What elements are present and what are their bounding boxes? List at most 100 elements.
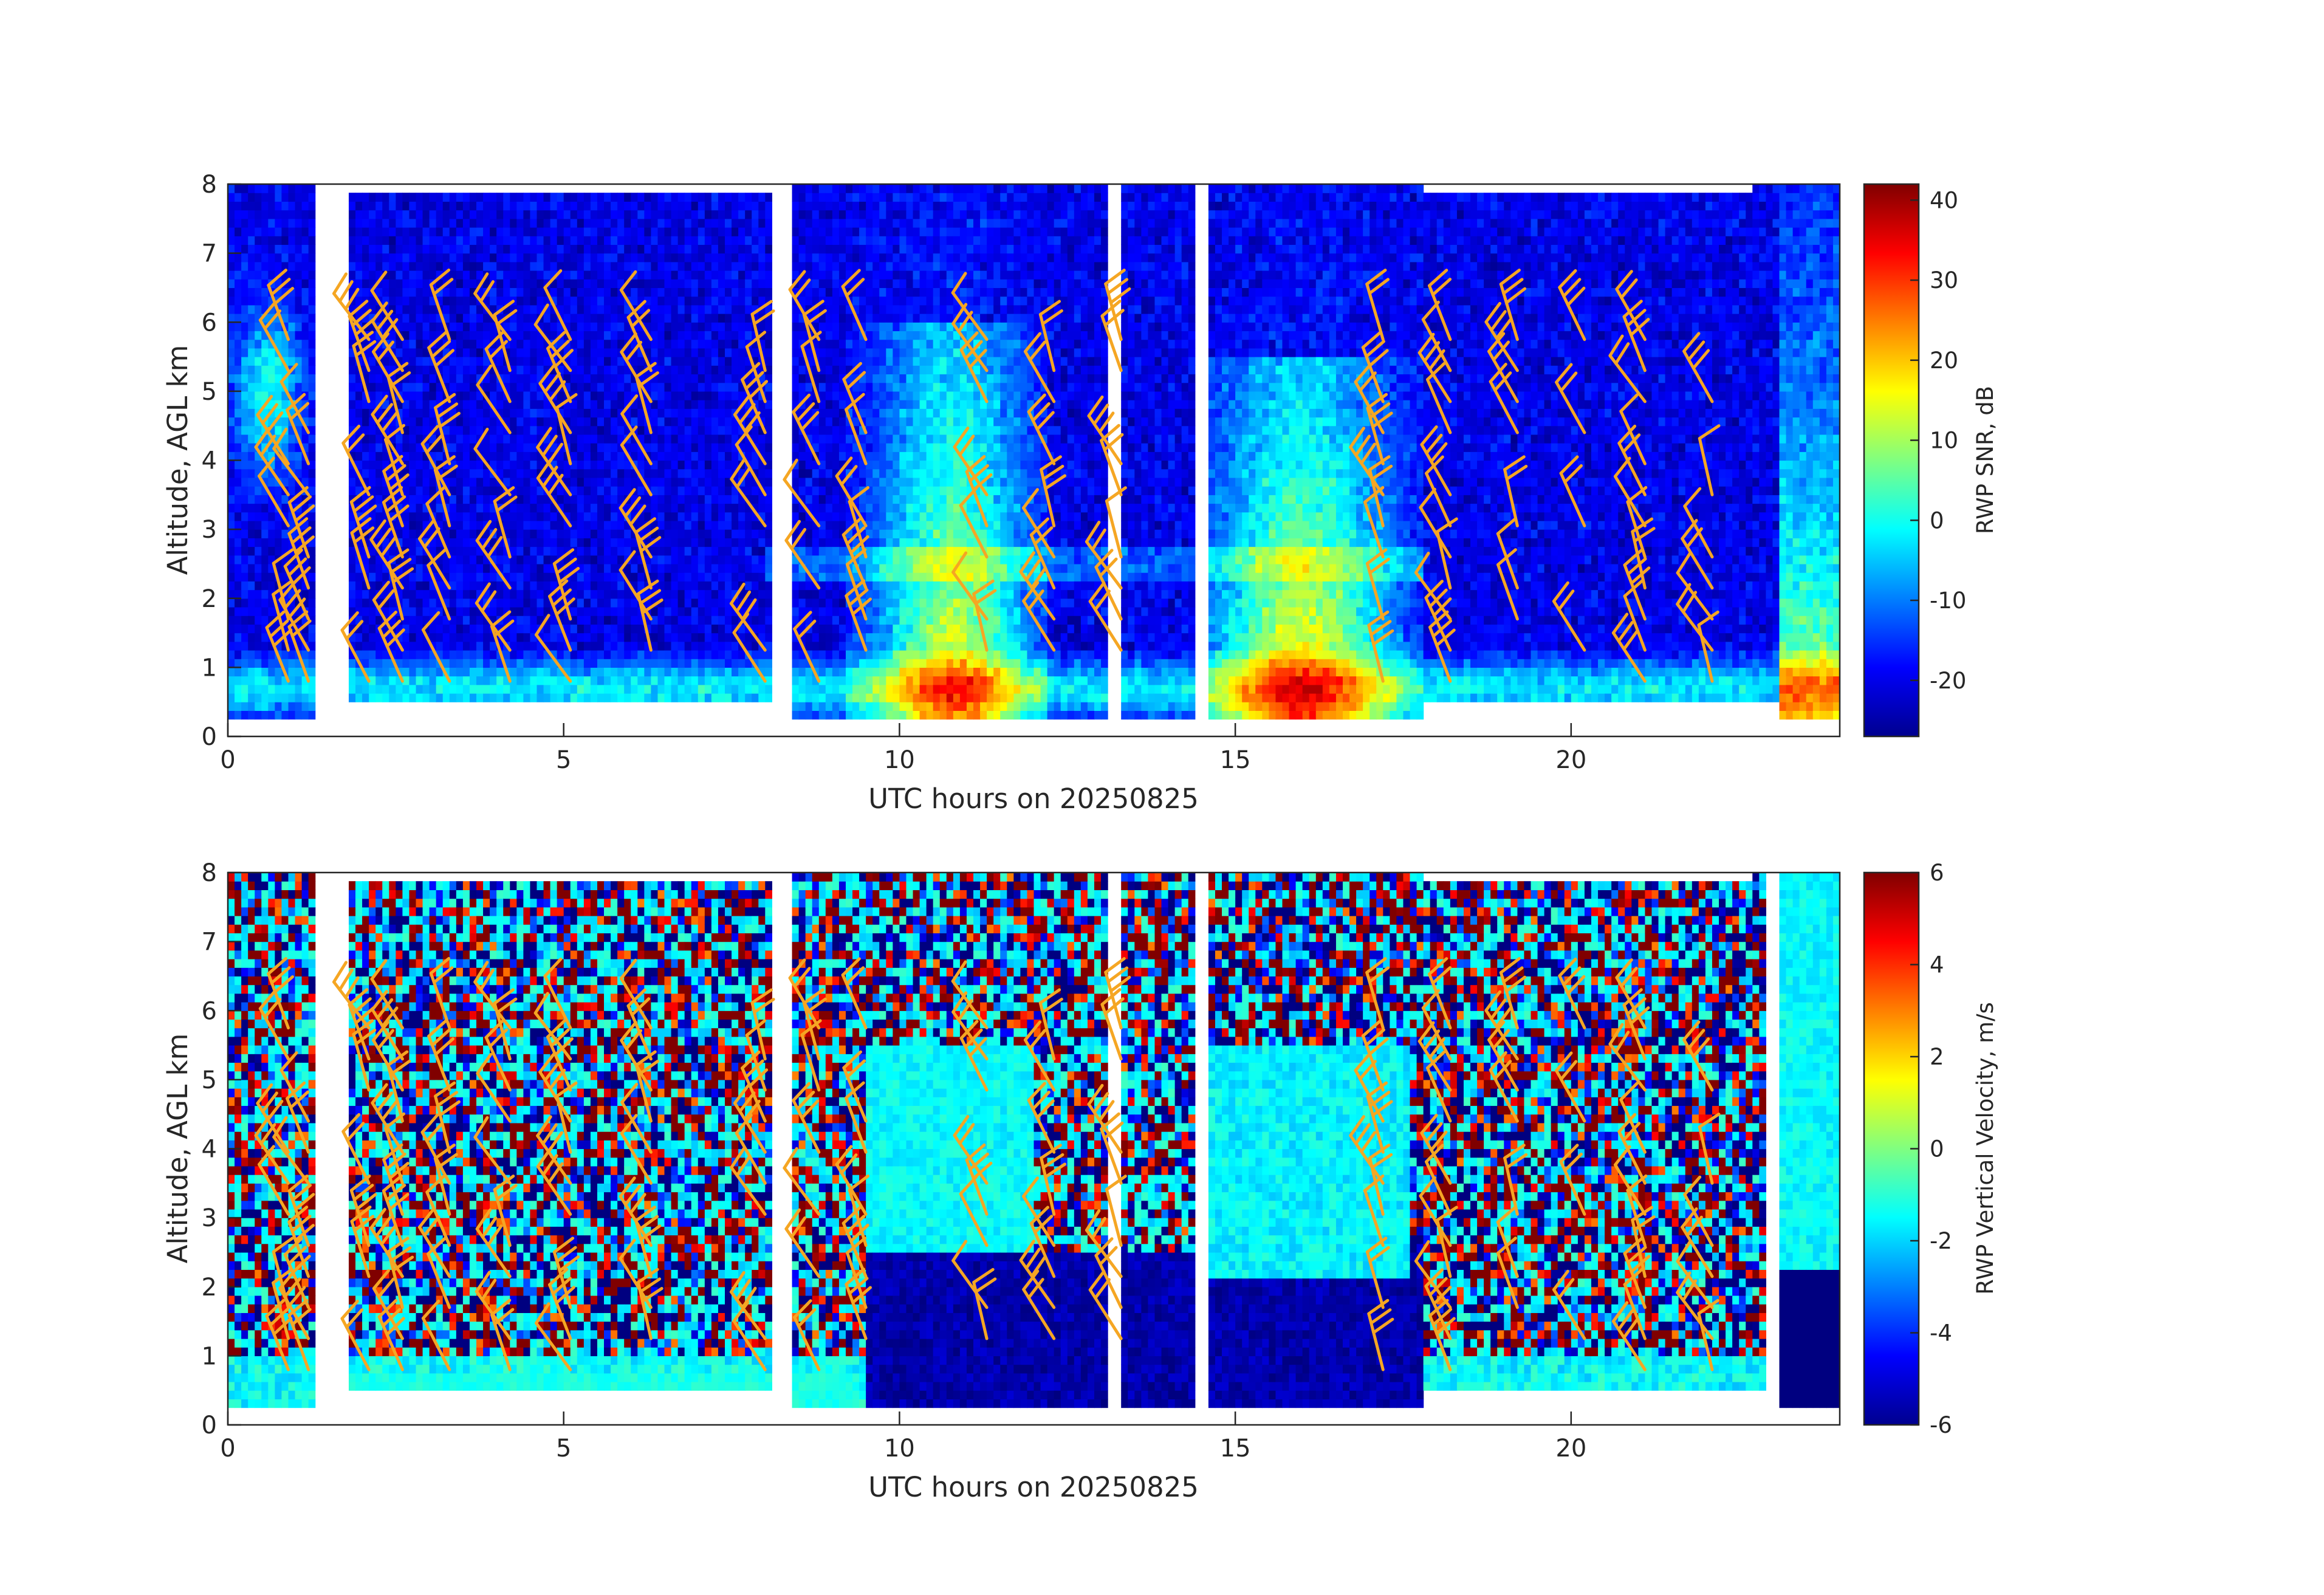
heatmap-cell: [651, 434, 659, 444]
heatmap-cell: [536, 270, 544, 280]
heatmap-cell: [577, 676, 584, 685]
heatmap-cell: [402, 667, 410, 677]
heatmap-cell: [429, 468, 437, 478]
heatmap-cell: [295, 279, 303, 289]
heatmap-cell: [456, 244, 464, 254]
heatmap-cell: [792, 391, 800, 400]
heatmap-cell: [476, 581, 484, 591]
heatmap-cell: [611, 693, 618, 702]
heatmap-cell: [523, 304, 531, 314]
heatmap-cell: [604, 227, 611, 236]
heatmap-cell: [570, 598, 578, 608]
heatmap-cell: [651, 486, 659, 495]
heatmap-cell: [671, 400, 679, 409]
heatmap-cell: [590, 339, 598, 349]
heatmap-cell: [597, 322, 605, 332]
heatmap-cell: [255, 477, 262, 487]
heatmap-cell: [577, 546, 584, 556]
heatmap-cell: [396, 538, 403, 547]
heatmap-cell: [355, 451, 363, 461]
heatmap-cell: [476, 633, 484, 642]
heatmap-cell: [758, 520, 766, 530]
heatmap-cell: [449, 503, 457, 513]
heatmap-cell: [657, 468, 665, 478]
heatmap-cell: [792, 606, 800, 616]
heatmap-cell: [758, 400, 766, 409]
heatmap-cell: [536, 546, 544, 556]
heatmap-cell: [812, 218, 820, 228]
heatmap-cell: [570, 210, 578, 219]
heatmap-cell: [590, 365, 598, 375]
heatmap-cell: [563, 348, 571, 357]
heatmap-cell: [469, 477, 477, 487]
heatmap-cell: [657, 589, 665, 599]
heatmap-cell: [812, 253, 820, 262]
heatmap-cell: [664, 555, 672, 564]
heatmap-cell: [261, 468, 269, 478]
heatmap-cell: [657, 322, 665, 332]
heatmap-cell: [818, 477, 826, 487]
heatmap-cell: [563, 460, 571, 470]
heatmap-cell: [396, 650, 403, 659]
heatmap-cell: [738, 503, 746, 513]
heatmap-cell: [456, 296, 464, 306]
heatmap-cell: [798, 468, 806, 478]
heatmap-cell: [617, 650, 625, 659]
heatmap-cell: [698, 495, 705, 504]
heatmap-cell: [718, 529, 725, 538]
heatmap-cell: [691, 581, 699, 591]
heatmap-cell: [530, 693, 538, 702]
heatmap-cell: [557, 253, 564, 262]
heatmap-cell: [268, 348, 275, 357]
heatmap-cell: [442, 253, 450, 262]
heatmap-cell: [429, 201, 437, 211]
heatmap-cell: [469, 391, 477, 400]
heatmap-cell: [611, 193, 618, 202]
heatmap-cell: [604, 408, 611, 418]
heatmap-cell: [644, 244, 652, 254]
heatmap-cell: [590, 314, 598, 323]
heatmap-cell: [752, 624, 759, 634]
heatmap-cell: [483, 331, 490, 340]
heatmap-cell: [570, 322, 578, 332]
heatmap-cell: [369, 417, 376, 427]
heatmap-cell: [704, 563, 712, 573]
heatmap-cell: [523, 460, 531, 470]
heatmap-cell: [301, 391, 309, 400]
heatmap-cell: [624, 322, 631, 332]
heatmap-cell: [536, 684, 544, 694]
heatmap-cell: [691, 193, 699, 202]
heatmap-cell: [792, 581, 800, 591]
heatmap-cell: [550, 261, 558, 271]
heatmap-cell: [496, 408, 504, 418]
heatmap-cell: [409, 417, 417, 427]
heatmap-cell: [228, 667, 235, 677]
heatmap-cell: [604, 555, 611, 564]
heatmap-cell: [255, 339, 262, 349]
heatmap-cell: [228, 279, 235, 289]
heatmap-cell: [288, 348, 296, 357]
heatmap-cell: [396, 227, 403, 236]
heatmap-cell: [382, 512, 389, 521]
heatmap-cell: [301, 253, 309, 262]
heatmap-cell: [563, 270, 571, 280]
heatmap-cell: [362, 633, 369, 642]
heatmap-cell: [577, 633, 584, 642]
heatmap-cell: [805, 710, 813, 720]
heatmap-cell: [577, 598, 584, 608]
heatmap-cell: [590, 279, 598, 289]
heatmap-cell: [657, 314, 665, 323]
heatmap-cell: [422, 296, 430, 306]
heatmap-cell: [456, 693, 464, 702]
heatmap-cell: [617, 218, 625, 228]
heatmap-cell: [704, 676, 712, 685]
heatmap-cell: [711, 633, 719, 642]
heatmap-cell: [248, 659, 255, 668]
heatmap-cell: [476, 460, 484, 470]
heatmap-cell: [281, 184, 289, 193]
heatmap-cell: [295, 193, 303, 202]
heatmap-cell: [382, 382, 389, 392]
heatmap-cell: [818, 538, 826, 547]
heatmap-cell: [355, 598, 363, 608]
heatmap-cell: [691, 322, 699, 332]
